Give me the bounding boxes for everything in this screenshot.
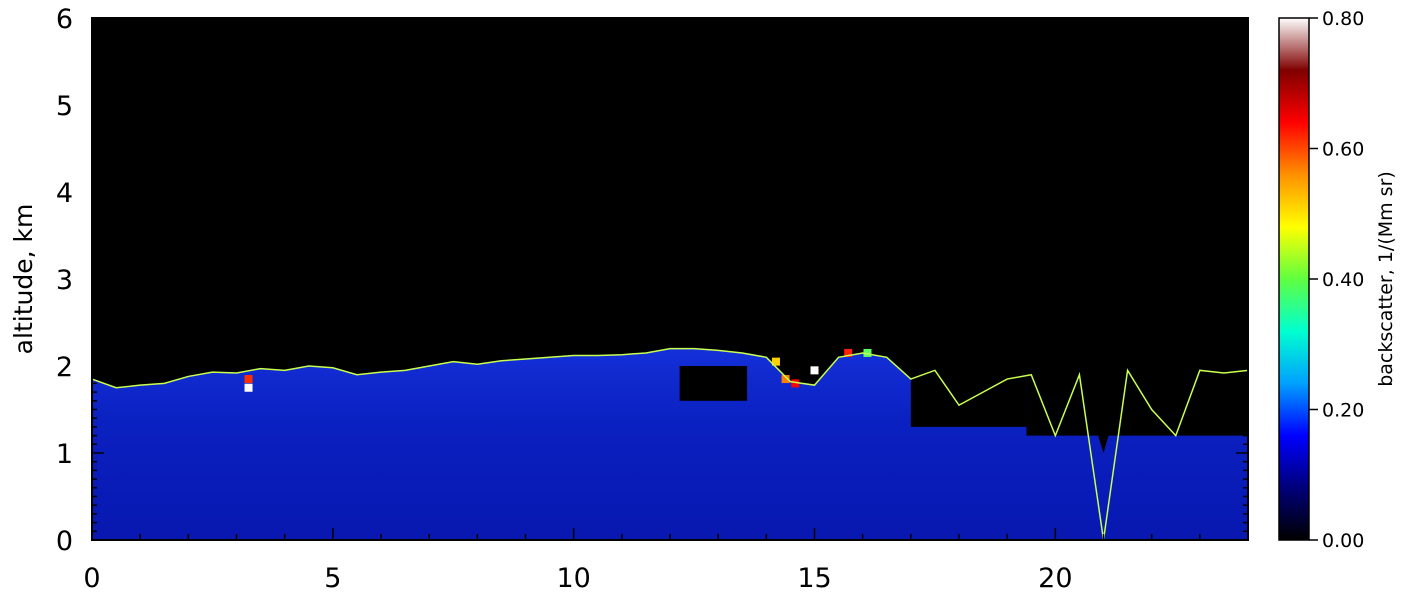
x-axis: 0 5 10 15 20	[83, 18, 1249, 594]
no-data-patch	[1026, 348, 1248, 436]
hotspot-cell	[244, 375, 253, 384]
x-tick-label: 15	[797, 563, 831, 594]
y-tick-label: 4	[56, 178, 73, 209]
x-tick-label: 20	[1038, 563, 1072, 594]
y-axis-label: altitude, km	[9, 204, 38, 355]
colorbar-label: backscatter, 1/(Mm sr)	[1375, 171, 1397, 387]
colorbar-tick-label: 0.00	[1322, 530, 1364, 552]
hotspot-cell	[863, 348, 872, 357]
colorbar-bar	[1278, 17, 1310, 541]
y-tick-label: 2	[56, 352, 73, 383]
y-tick-label: 3	[56, 265, 73, 296]
colorbar-tick-label: 0.80	[1322, 8, 1364, 30]
hotspot-cell	[791, 379, 800, 388]
y-axis: 0 1 2 3 4 5 6	[56, 4, 1248, 557]
y-tick-label: 1	[56, 439, 73, 470]
hotspot-cell	[244, 383, 253, 392]
backscatter-hotspots	[244, 348, 872, 392]
y-tick-label: 0	[56, 526, 73, 557]
x-tick-label: 10	[556, 563, 590, 594]
x-tick-label: 5	[324, 563, 341, 594]
plot-area	[91, 17, 1249, 541]
aerosol-layer	[92, 348, 1248, 540]
no-data-patches	[679, 348, 1248, 436]
colorbar-tick-label: 0.20	[1322, 400, 1364, 422]
colorbar-tick-label: 0.40	[1322, 269, 1364, 291]
y-tick-label: 6	[56, 4, 73, 35]
no-data-patch	[679, 366, 748, 401]
layer-boundary-line	[91, 347, 1249, 541]
y-tick-label: 5	[56, 91, 73, 122]
hotspot-cell	[810, 366, 819, 375]
colorbar-tick-label: 0.60	[1322, 139, 1364, 161]
x-tick-label: 0	[83, 563, 100, 594]
colorbar-ticks: 0.00 0.20 0.40 0.60 0.80	[1309, 8, 1364, 552]
colorbar: 0.00 0.20 0.40 0.60 0.80 backscatter, 1/(Mm …	[1278, 8, 1397, 552]
hotspot-cell	[781, 375, 790, 384]
no-data-patch	[910, 348, 1027, 427]
hotspot-cell	[771, 357, 780, 366]
hotspot-cell	[844, 348, 853, 357]
